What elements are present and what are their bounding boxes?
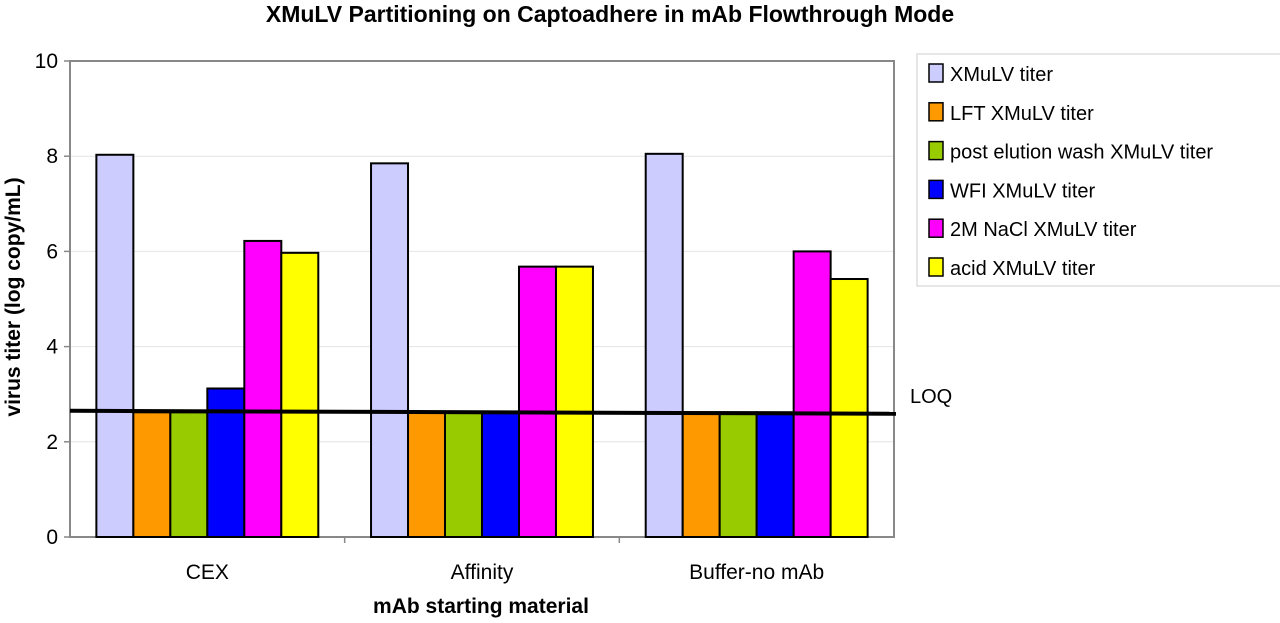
y-tick-label: 8 — [46, 145, 58, 168]
x-tick-label: Affinity — [451, 561, 514, 584]
bar — [95, 153, 135, 538]
bar — [370, 162, 410, 538]
bar — [481, 411, 520, 538]
legend-swatch — [928, 102, 944, 122]
legend-box — [916, 53, 1280, 287]
x-axis-ticks: CEX Affinity Buffer-no mAb — [186, 537, 824, 584]
legend-swatch — [928, 218, 944, 238]
bar — [755, 411, 795, 538]
bar — [829, 278, 869, 538]
legend-swatch — [928, 257, 944, 277]
legend-label: XMuLV titer — [950, 64, 1053, 86]
bar — [169, 411, 209, 538]
bar — [554, 265, 594, 538]
legend-label: WFI XMuLV titer — [950, 180, 1096, 202]
bar — [243, 239, 283, 538]
legend-label: LFT XMuLV titer — [950, 103, 1094, 125]
legend-swatch — [928, 140, 944, 161]
x-tick-label: Buffer-no mAb — [689, 561, 824, 584]
legend-swatch — [928, 63, 944, 83]
y-axis-label: virus titer (log copy/mL) — [2, 177, 25, 416]
bar — [792, 250, 832, 538]
bar — [407, 411, 447, 538]
legend-swatch — [928, 179, 944, 200]
bars — [95, 152, 869, 538]
loq-label: LOQ — [910, 386, 952, 408]
legend: XMuLV titer LFT XMuLV titer post elution w… — [916, 53, 1280, 287]
bar — [681, 411, 721, 538]
y-tick-label: 0 — [46, 526, 58, 549]
loq-line — [69, 408, 897, 416]
chart-title: XMuLV Partitioning on Captoadhere in mAb… — [266, 1, 954, 27]
bar — [718, 411, 758, 538]
y-tick-label: 6 — [46, 240, 58, 263]
x-axis-label: mAb starting material — [373, 595, 589, 618]
y-tick-label: 2 — [46, 431, 58, 454]
bar — [644, 152, 684, 538]
legend-label: 2M NaCl XMuLV titer — [950, 219, 1137, 241]
y-tick-label: 4 — [46, 336, 58, 359]
y-tick-label: 10 — [35, 50, 58, 73]
y-axis-ticks: 0 2 4 6 8 10 — [35, 50, 70, 549]
x-tick-label: CEX — [186, 561, 229, 584]
bar — [444, 411, 484, 538]
bar — [132, 411, 172, 538]
bar — [517, 265, 557, 538]
bar — [280, 251, 320, 538]
legend-label: acid XMuLV titer — [950, 258, 1096, 280]
legend-label: post elution wash XMuLV titer — [950, 142, 1213, 164]
gridlines — [70, 155, 894, 443]
